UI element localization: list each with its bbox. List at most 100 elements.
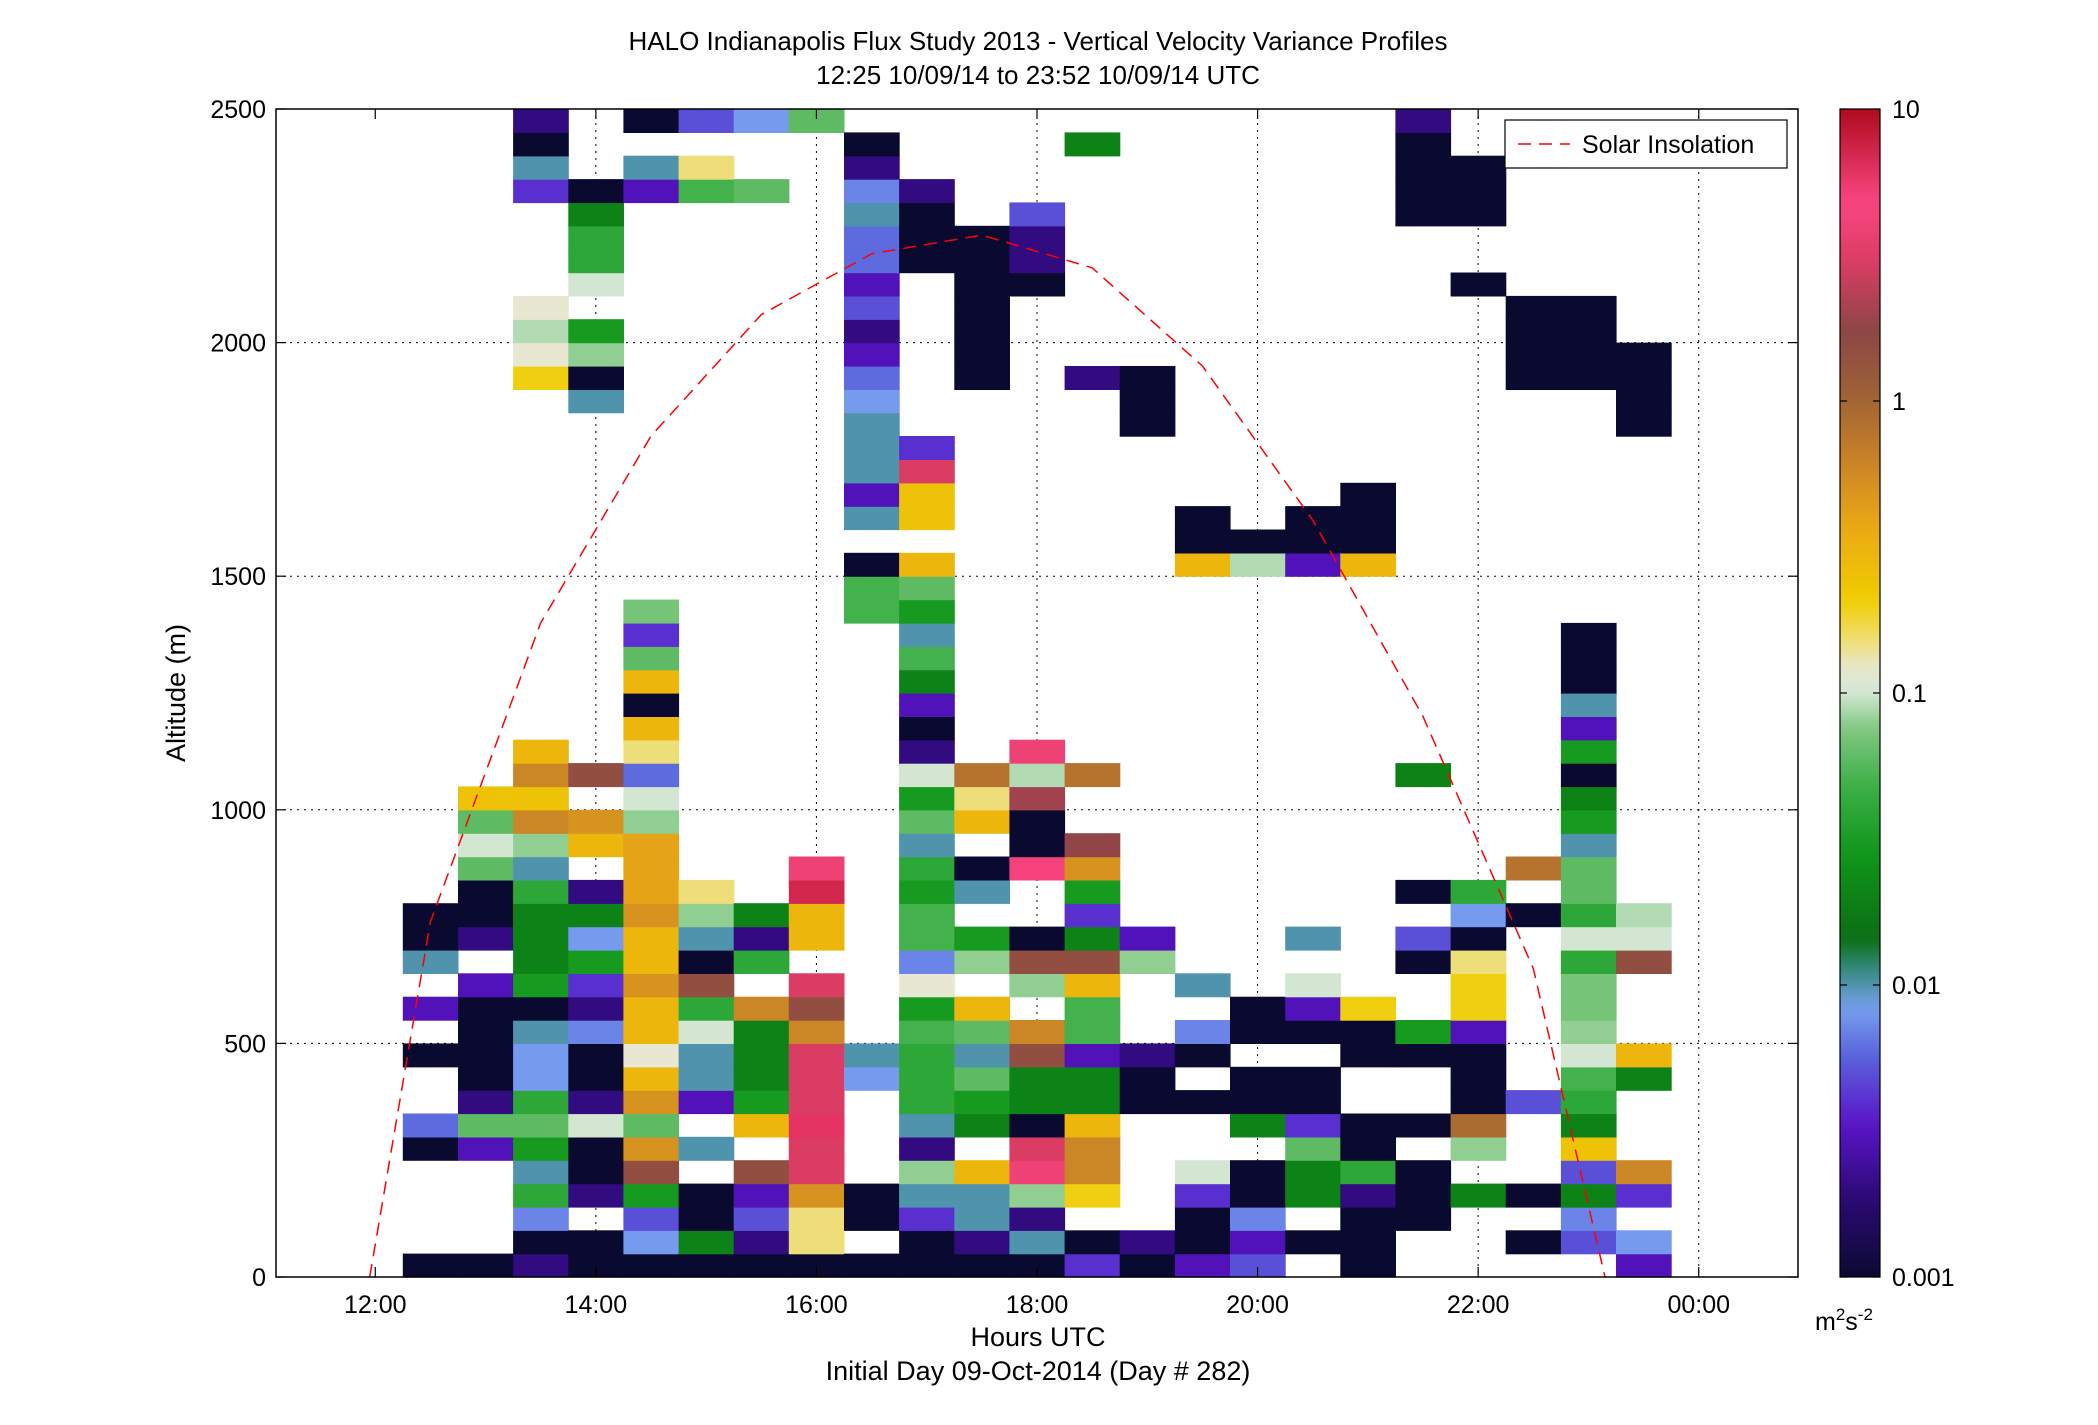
heatmap-cell: [954, 319, 1010, 344]
heatmap-cell: [844, 412, 900, 437]
heatmap-cell: [788, 1043, 845, 1068]
heatmap-cell: [844, 342, 900, 367]
heatmap-cell: [623, 833, 680, 858]
heatmap-cell: [678, 1183, 735, 1208]
heatmap-cell: [1009, 856, 1066, 881]
heatmap-cell: [733, 1066, 790, 1091]
heatmap-cell: [1064, 366, 1121, 390]
heatmap-cell: [402, 1043, 459, 1068]
heatmap-cell: [1450, 973, 1507, 998]
heatmap-cell: [1450, 996, 1507, 1021]
heatmap-cell: [1560, 1136, 1617, 1161]
heatmap-cell: [623, 1113, 680, 1138]
heatmap-cell: [402, 926, 459, 951]
x-tick-label: 18:00: [1006, 1291, 1069, 1319]
heatmap-cell: [1119, 1090, 1176, 1115]
heatmap-cell: [623, 1136, 680, 1161]
heatmap-cell: [1616, 1066, 1672, 1091]
heatmap-cell: [1009, 1066, 1066, 1091]
heatmap-cell: [568, 249, 624, 274]
heatmap-cell: [1064, 996, 1121, 1021]
heatmap-cell: [899, 599, 955, 624]
heatmap-cell: [623, 155, 680, 180]
heatmap-cell: [1505, 319, 1562, 344]
heatmap-cell: [1560, 646, 1617, 671]
heatmap-cell: [1395, 879, 1452, 904]
heatmap-cell: [899, 879, 955, 904]
heatmap-cell: [899, 1113, 955, 1138]
heatmap-cell: [1395, 202, 1452, 227]
heatmap-cell: [1450, 903, 1507, 928]
heatmap-cell: [899, 576, 955, 601]
heatmap-cell: [733, 1090, 790, 1115]
chart-title: HALO Indianapolis Flux Study 2013 - Vert…: [629, 26, 1448, 56]
colorbar-tick-label: 1: [1892, 388, 1906, 416]
heatmap-cell: [1009, 1090, 1066, 1115]
heatmap-cell: [788, 1020, 845, 1044]
heatmap-cell: [1064, 973, 1121, 998]
heatmap-cell: [1450, 950, 1507, 974]
heatmap-cell: [623, 1206, 680, 1231]
heatmap-cell: [954, 342, 1010, 367]
heatmap-cell: [788, 1206, 845, 1231]
heatmap-cell: [623, 739, 680, 764]
heatmap-cell: [1340, 482, 1396, 507]
heatmap-cell: [733, 109, 790, 133]
heatmap-cell: [513, 1253, 569, 1278]
heatmap-cell: [954, 809, 1010, 834]
heatmap-cell: [1560, 295, 1617, 320]
unit-mid: s: [1845, 1308, 1858, 1336]
heatmap-cell: [1395, 1043, 1452, 1068]
heatmap-cell: [844, 1183, 900, 1208]
heatmap-cell: [1505, 295, 1562, 320]
heatmap-cell: [678, 1136, 735, 1161]
x-tick-label: 22:00: [1447, 1291, 1510, 1319]
heatmap-cell: [899, 552, 955, 577]
heatmap-cell: [1009, 1043, 1066, 1068]
heatmap-cell: [899, 669, 955, 694]
heatmap-cell: [623, 622, 680, 647]
heatmap-cell: [1009, 272, 1066, 297]
heatmap-cell: [623, 693, 680, 717]
heatmap-cell: [623, 1020, 680, 1044]
heatmap-cell: [458, 856, 514, 881]
heatmap-cell: [1064, 132, 1121, 157]
heatmap-cell: [954, 950, 1010, 974]
heatmap-cell: [623, 646, 680, 671]
heatmap-cell: [954, 366, 1010, 390]
heatmap-cell: [1119, 950, 1176, 974]
heatmap-cell: [1174, 1206, 1231, 1231]
heatmap-cell: [733, 1113, 790, 1138]
heatmap-cell: [1450, 1043, 1507, 1068]
heatmap-cell: [788, 856, 845, 881]
heatmap-cell: [954, 1113, 1010, 1138]
heatmap-cell: [1064, 950, 1121, 974]
heatmap-cell: [954, 1090, 1010, 1115]
heatmap-cell: [1174, 1183, 1231, 1208]
heatmap-cell: [1009, 1020, 1066, 1044]
heatmap-cell: [513, 809, 569, 834]
heatmap-cell: [1616, 1253, 1672, 1278]
heatmap-cell: [513, 1043, 569, 1068]
heatmap-cell: [1285, 1066, 1341, 1091]
heatmap-cell: [623, 1090, 680, 1115]
heatmap-cell: [568, 202, 624, 227]
heatmap-cell: [733, 1043, 790, 1068]
heatmap-cell: [1560, 669, 1617, 694]
heatmap-cell: [1174, 1090, 1231, 1115]
svg-text:m2s-2: m2s-2: [1815, 1305, 1873, 1336]
heatmap-cell: [844, 436, 900, 460]
heatmap-cell: [1119, 1230, 1176, 1255]
heatmap-cell: [513, 1136, 569, 1161]
heatmap-cell: [623, 903, 680, 928]
heatmap-cell: [678, 1043, 735, 1068]
heatmap-cell: [1119, 1066, 1176, 1091]
heatmap-cell: [899, 716, 955, 741]
heatmap-cell: [513, 179, 569, 204]
heatmap-cell: [513, 1183, 569, 1208]
heatmap-cell: [1064, 1020, 1121, 1044]
heatmap-cell: [1230, 552, 1286, 577]
heatmap-cell: [954, 856, 1010, 881]
heatmap-cell: [1340, 1020, 1396, 1044]
x-tick-label: 20:00: [1226, 1291, 1289, 1319]
